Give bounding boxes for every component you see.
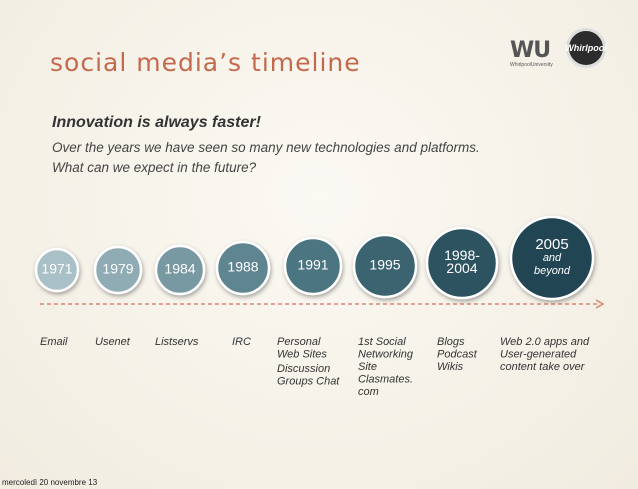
event-label: Clasmates. xyxy=(358,374,413,386)
slide-title: social media’s timeline xyxy=(50,48,361,77)
year-label: 1984 xyxy=(164,261,195,277)
year-label: 1991 xyxy=(297,257,328,273)
event-label: Personal xyxy=(277,336,321,348)
year-circle xyxy=(215,240,271,296)
logo-text: WU xyxy=(510,38,551,63)
year-circle xyxy=(93,245,143,295)
timeline: 1971 Email 1979 Usenet 1984 Listservs 1988 IRC 1… xyxy=(34,215,605,398)
event-label: com xyxy=(358,386,379,398)
year-label: 1971 xyxy=(41,261,72,277)
year-label: 1998- xyxy=(444,247,480,263)
timeline-arrow xyxy=(595,299,605,309)
badge: Whirlpool xyxy=(565,28,607,68)
year-label: 1979 xyxy=(102,261,133,277)
year-label: beyond xyxy=(534,265,571,277)
event-label: Email xyxy=(40,336,68,348)
event-label: Wikis xyxy=(437,361,464,373)
year-circle xyxy=(34,247,80,293)
event-label: Web 2.0 apps and xyxy=(500,336,590,348)
intro-line: What can we expect in the future? xyxy=(52,160,257,175)
year-label: 1995 xyxy=(369,257,400,273)
logo: WU WhirlpoolUniversity xyxy=(510,38,564,69)
event-label: User-generated xyxy=(500,349,577,361)
event-label: Podcast xyxy=(437,349,478,361)
year-circle xyxy=(283,236,343,296)
event-label: content take over xyxy=(500,361,586,373)
year-circle xyxy=(509,215,595,301)
event-label: IRC xyxy=(232,336,251,348)
event-label: Usenet xyxy=(95,336,131,348)
footer-date: mercoledì 20 novembre 13 xyxy=(2,478,98,487)
year-circle xyxy=(425,226,499,300)
year-circle xyxy=(154,244,206,296)
year-label: 2004 xyxy=(446,260,477,276)
year-label: 1988 xyxy=(227,259,258,275)
event-label: 1st Social xyxy=(358,336,406,348)
year-circle xyxy=(352,233,418,299)
event-label: Groups Chat xyxy=(277,376,340,388)
event-label: Networking xyxy=(358,349,414,361)
event-label: Blogs xyxy=(437,336,465,348)
badge-text: Whirlpool xyxy=(565,43,607,53)
logo-subtext: WhirlpoolUniversity xyxy=(510,62,553,68)
event-label: Web Sites xyxy=(277,349,327,361)
intro-line: Over the years we have seen so many new … xyxy=(52,140,480,155)
year-label: and xyxy=(543,252,562,264)
event-label: Listservs xyxy=(155,336,199,348)
event-label: Discussion xyxy=(277,363,330,375)
intro-heading: Innovation is always faster! xyxy=(52,114,261,131)
year-label: 2005 xyxy=(535,236,568,253)
event-label: Site xyxy=(358,361,377,373)
